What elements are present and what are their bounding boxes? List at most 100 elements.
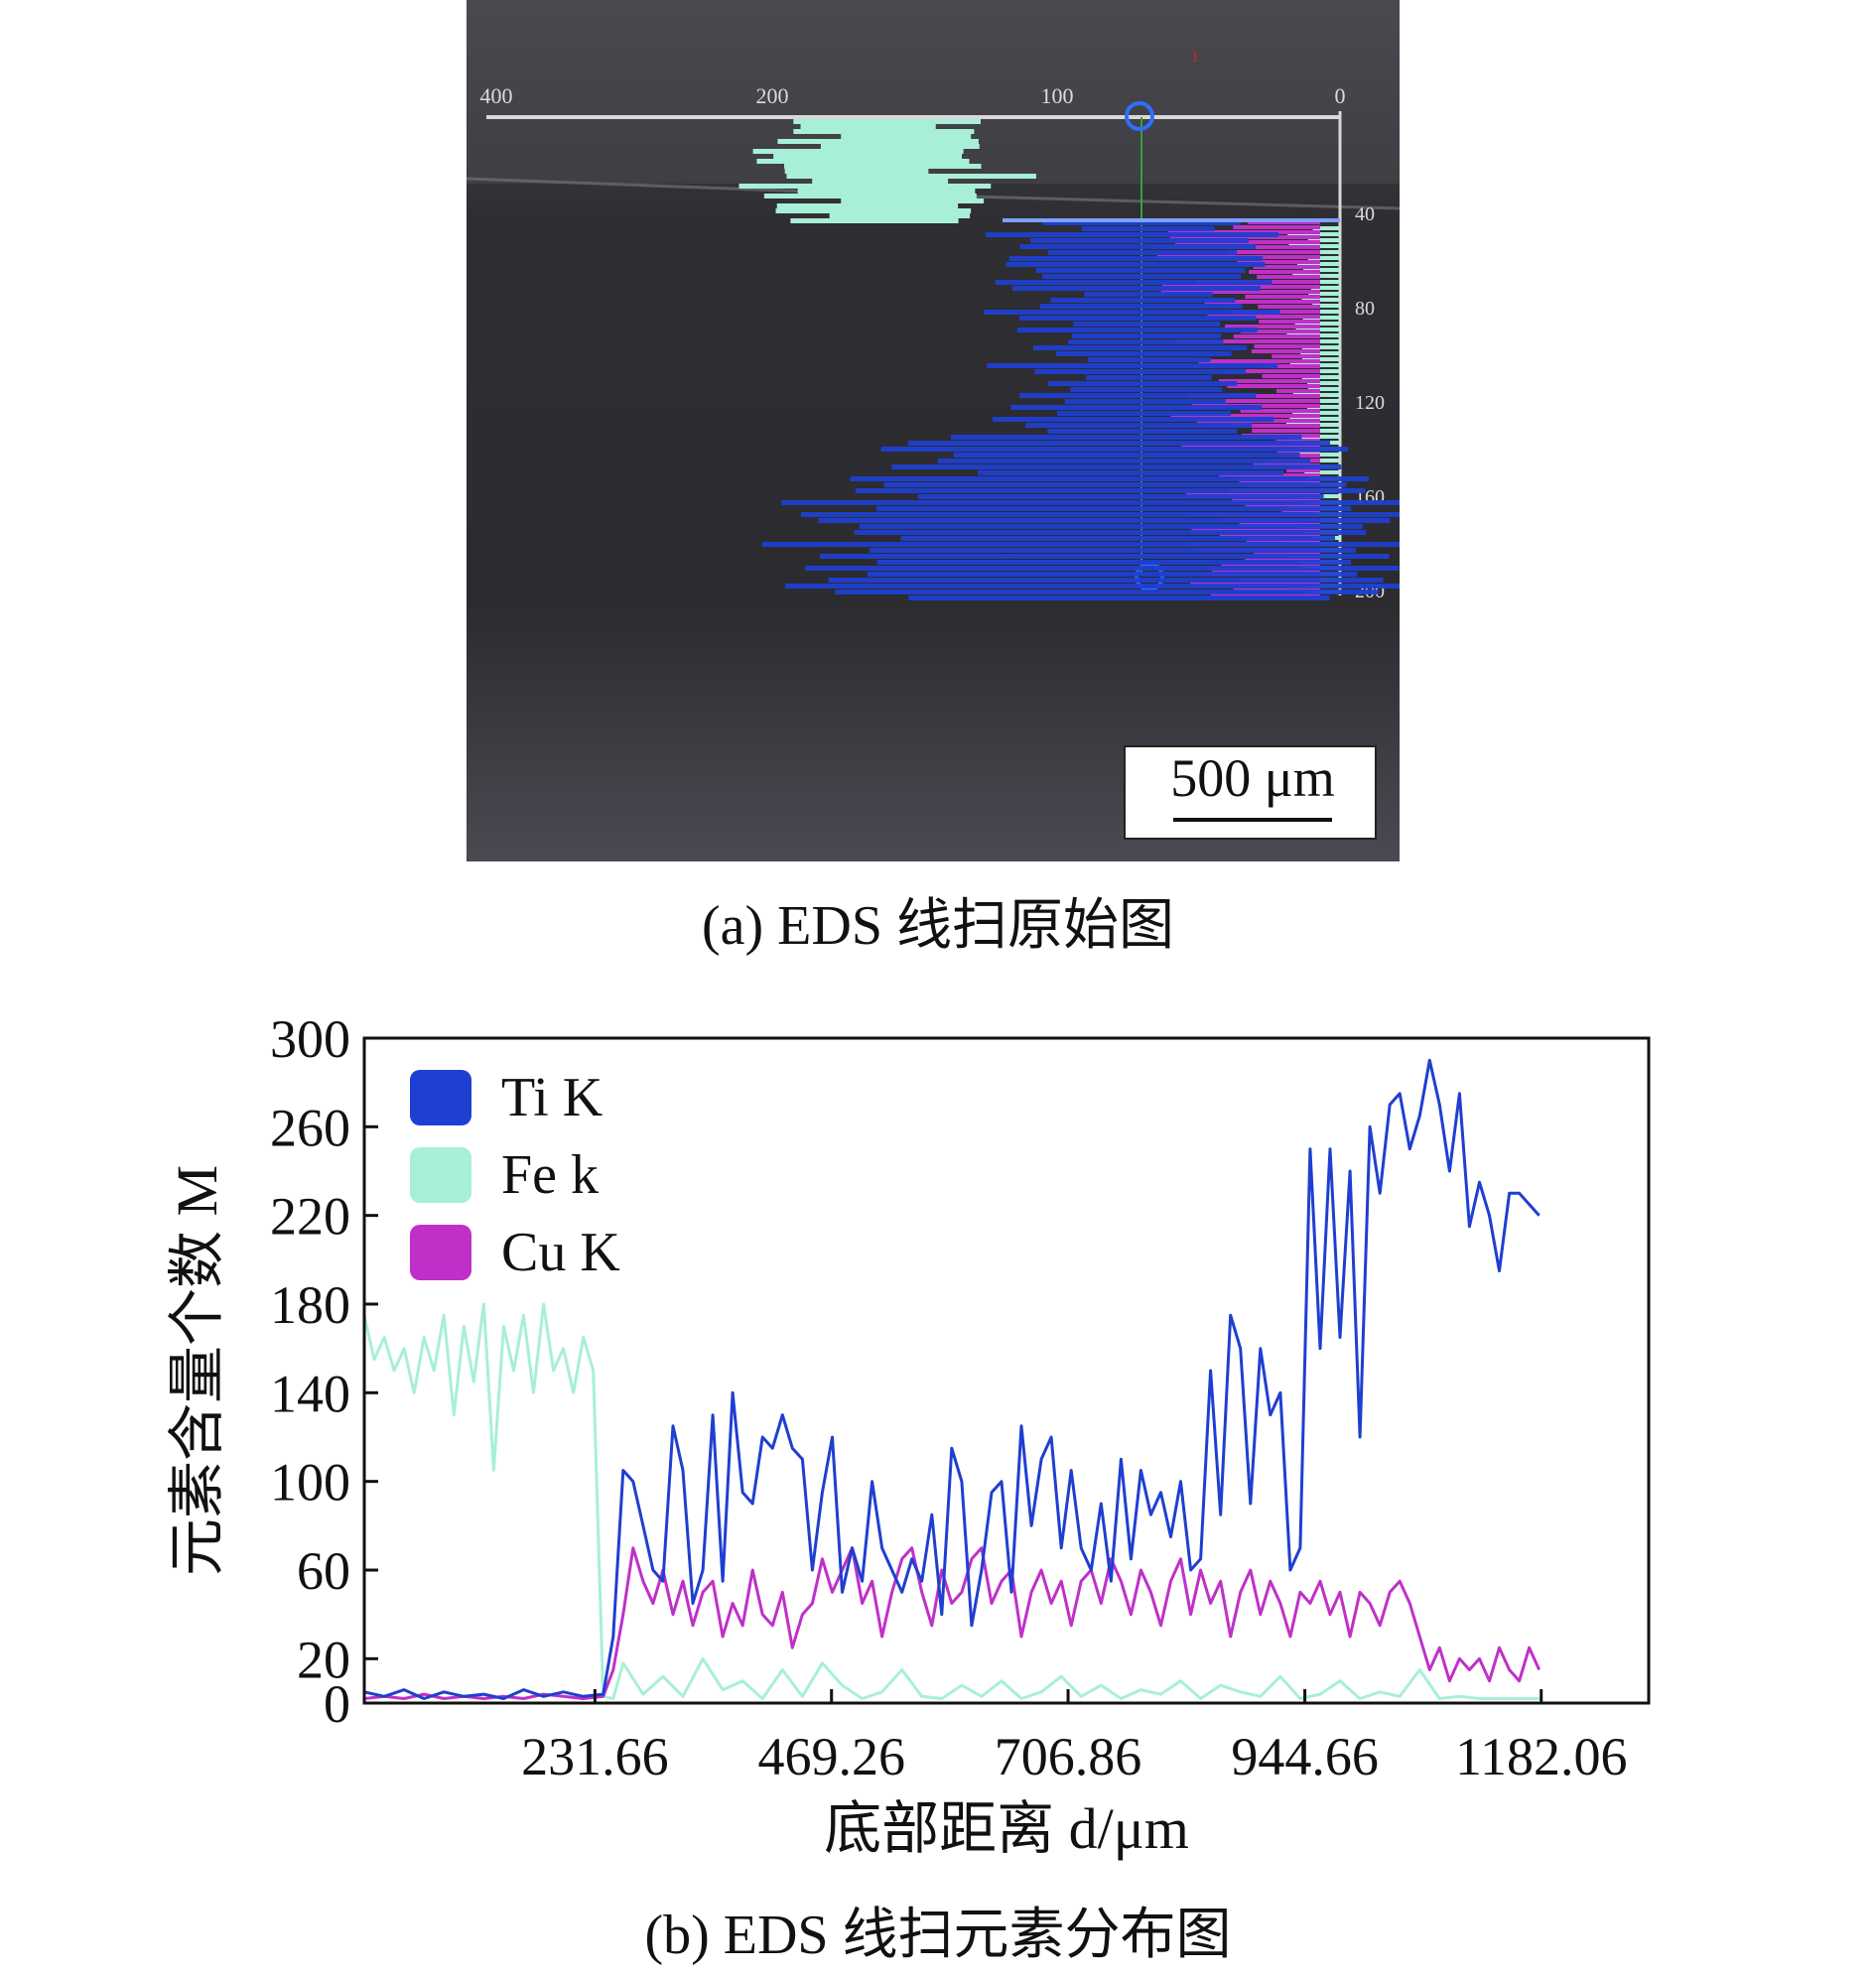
fe-profile-bar xyxy=(1308,292,1340,296)
y-tick-label: 100 xyxy=(270,1453,350,1513)
cu-profile-bar xyxy=(1170,414,1320,418)
cu-profile-bar xyxy=(1272,354,1320,358)
scan-top-tick-0: 400 xyxy=(480,83,513,108)
fe-profile-bar xyxy=(1313,310,1340,314)
ti-profile-bar xyxy=(835,590,1380,594)
ti-profile-bar xyxy=(1087,357,1211,362)
ti-profile-bar xyxy=(859,524,1363,529)
scan-top-tick-3: 0 xyxy=(1335,83,1346,108)
y-tick-label: 20 xyxy=(297,1630,350,1689)
y-tick-label: 140 xyxy=(270,1364,350,1423)
series-line-cu-k xyxy=(364,1546,1541,1700)
ti-profile-bar xyxy=(891,464,1342,469)
ti-profile-bar xyxy=(1047,250,1238,255)
ti-profile-bar xyxy=(1035,268,1246,273)
ti-profile-bar xyxy=(984,310,1280,315)
fe-profile-bar xyxy=(1312,304,1340,308)
y-tick-label: 220 xyxy=(270,1187,350,1247)
cu-profile-bar xyxy=(1253,265,1320,269)
fe-profile-bar xyxy=(756,159,970,164)
ti-profile-bar xyxy=(1050,298,1236,303)
cu-profile-bar xyxy=(1263,364,1320,368)
chart-legend: Ti K Fe k Cu K xyxy=(410,1067,620,1283)
cu-profile-bar xyxy=(1249,270,1320,274)
fe-profile-bar xyxy=(1304,470,1340,474)
fe-profile-bar xyxy=(1307,256,1340,260)
scan-top-tick-labels: 400 200 100 0 xyxy=(480,83,1346,108)
cu-profile-bar xyxy=(1206,424,1320,428)
ti-profile-bar xyxy=(908,595,1330,600)
fe-profile-bar xyxy=(1300,351,1340,355)
cu-profile-bar xyxy=(1240,409,1320,413)
fe-profile-bar xyxy=(786,174,1036,179)
ti-profile-bar xyxy=(1071,333,1222,338)
ti-profile-bar xyxy=(876,506,1352,511)
ti-profile-bar xyxy=(1070,387,1223,392)
ti-profile-bar xyxy=(1008,256,1264,261)
panel-a-caption: (a) EDS 线扫原始图 xyxy=(702,895,1174,957)
ti-profile-bar xyxy=(870,548,1356,553)
ti-profile-bar xyxy=(804,566,1400,571)
scale-bar-box xyxy=(1124,745,1377,840)
legend-swatch xyxy=(410,1225,471,1280)
fe-profile-bar xyxy=(775,208,972,213)
ti-profile-bar xyxy=(987,363,1278,368)
cu-profile-bar xyxy=(1233,334,1320,338)
cu-profile-bar xyxy=(1252,429,1320,433)
ti-profile-bar xyxy=(1033,345,1247,350)
plot-frame xyxy=(362,1036,1651,1705)
cu-profile-bar xyxy=(1257,275,1320,279)
panel-b-caption: (b) EDS 线扫元素分布图 xyxy=(644,1905,1232,1966)
ti-profile-bar xyxy=(950,435,1302,440)
y-tick-label: 0 xyxy=(324,1674,350,1734)
ti-profile-bar xyxy=(1057,411,1231,416)
scan-marker-label: 1 xyxy=(1191,49,1199,66)
fe-profile-bar xyxy=(752,149,964,154)
cu-profile-bar xyxy=(1224,325,1320,329)
fe-profile-bar xyxy=(841,134,972,139)
ti-profile-bar xyxy=(1055,351,1232,356)
legend-swatch xyxy=(410,1147,471,1203)
fe-profile-bar xyxy=(1307,238,1340,242)
ti-profile-bar xyxy=(1086,375,1212,380)
y-tick-label: 260 xyxy=(270,1098,350,1157)
x-axis-label: 底部距离 d/μm xyxy=(824,1796,1189,1861)
ti-profile-bar xyxy=(1064,399,1226,404)
scan-top-tick-2: 100 xyxy=(1041,83,1074,108)
ti-profile-bar xyxy=(854,530,1367,535)
fe-profile-bar xyxy=(1307,381,1340,385)
ti-profile-bar xyxy=(1039,304,1243,309)
fe-profile-bar xyxy=(763,194,977,198)
ti-profile-bar xyxy=(781,500,1400,505)
fe-profile-bar xyxy=(1302,316,1340,320)
fe-profile-bar xyxy=(1302,268,1340,272)
cu-profile-bar xyxy=(1245,295,1320,299)
ti-profile-bar xyxy=(818,518,1391,523)
fe-profile-bar xyxy=(841,198,985,203)
ti-profile-bar xyxy=(985,232,1279,237)
ti-profile-bar xyxy=(953,453,1300,458)
cu-profile-bar xyxy=(1258,305,1320,309)
y-tick-label: 180 xyxy=(270,1275,350,1335)
y-axis-label: 元素含量个数 M xyxy=(165,1165,229,1576)
x-tick-label: 469.26 xyxy=(757,1727,905,1786)
fe-profile-bar xyxy=(820,144,980,149)
y-tick-label: 60 xyxy=(297,1541,350,1601)
ti-profile-bar xyxy=(1019,244,1256,249)
scan-start-marker xyxy=(1125,101,1154,131)
ti-profile-bar xyxy=(1047,381,1238,386)
fe-profile-bar xyxy=(776,203,959,208)
cu-profile-bar xyxy=(1226,369,1320,373)
fe-profile-bar xyxy=(793,129,975,134)
fe-profile-bar xyxy=(773,154,963,159)
cu-profile-bar xyxy=(1254,344,1320,348)
ti-profile-bar xyxy=(1030,238,1249,243)
ti-profile-bar xyxy=(1012,286,1261,291)
fe-profile-bar xyxy=(1312,226,1340,230)
fe-profile-bar xyxy=(1311,399,1340,403)
x-tick-label: 944.66 xyxy=(1231,1727,1379,1786)
fe-profile-bar xyxy=(1305,339,1340,343)
ti-profile-bar xyxy=(1047,429,1238,434)
scan-right-tick-0: 40 xyxy=(1355,203,1375,225)
ti-profile-bar xyxy=(828,578,1384,583)
